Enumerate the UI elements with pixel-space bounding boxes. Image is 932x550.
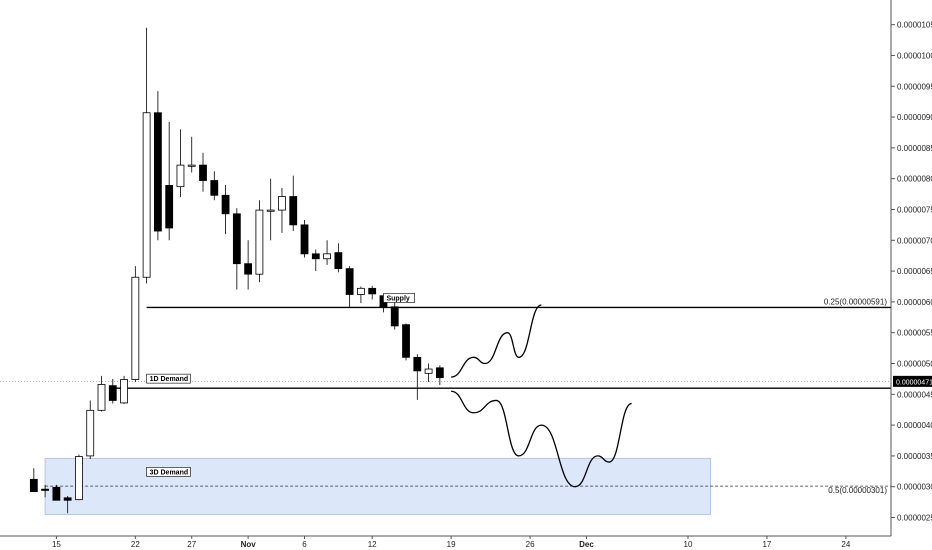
date-tick-label: 12 (368, 540, 377, 549)
candle-body[interactable] (435, 367, 444, 379)
price-tick-label: 0.00000350 (897, 452, 932, 461)
candle-body[interactable] (345, 268, 354, 295)
candle-body[interactable] (255, 209, 264, 275)
price-tick-label: 0.00000850 (897, 144, 932, 153)
candle-body[interactable] (311, 253, 320, 260)
date-tick-label: Nov (241, 540, 257, 549)
candle-body[interactable] (300, 224, 309, 255)
candle-body[interactable] (97, 384, 106, 411)
candle-body[interactable] (41, 488, 50, 491)
price-tick-label: 0.00000700 (897, 236, 932, 245)
candle-body[interactable] (120, 379, 128, 404)
candle-body[interactable] (244, 263, 253, 275)
candle-body[interactable] (75, 456, 83, 501)
candle-body[interactable] (334, 252, 343, 270)
1d-demand-tag-label: 1D Demand (150, 376, 189, 383)
candle-body[interactable] (402, 324, 410, 358)
supply-tag-box (383, 293, 415, 303)
candle-body[interactable] (289, 196, 298, 226)
lower-path[interactable] (451, 390, 632, 488)
price-tick-label: 0.00000750 (897, 205, 932, 214)
candle-body[interactable] (221, 194, 230, 215)
date-tick-label: 10 (684, 540, 693, 549)
candle-body[interactable] (131, 276, 140, 380)
date-tick-label: 27 (187, 540, 196, 549)
price-tick-label: 0.00001000 (897, 51, 932, 60)
price-tick-label: 0.00000300 (897, 483, 932, 492)
candle-body[interactable] (108, 385, 117, 401)
candle-body[interactable] (210, 180, 219, 196)
1d-demand-tag-box (146, 373, 191, 384)
candle-body[interactable] (232, 213, 241, 265)
candle-body[interactable] (29, 478, 38, 493)
candle-body[interactable] (63, 497, 72, 501)
candle-body[interactable] (390, 306, 399, 327)
date-tick-label: 22 (131, 540, 140, 549)
price-tick-label: 0.00001050 (897, 21, 932, 30)
zone-mid-label: 0.5(0.00000301) (828, 486, 887, 495)
price-tick-label: 0.00000950 (897, 82, 932, 91)
price-tick-label: 0.00000550 (897, 329, 932, 338)
candle-body[interactable] (86, 409, 95, 457)
price-tick-label: 0.00000400 (897, 421, 932, 430)
price-tick-label: 0.00000650 (897, 267, 932, 276)
candle-body[interactable] (199, 164, 207, 181)
price-tick-label: 0.00000900 (897, 113, 932, 122)
candle-body[interactable] (266, 209, 275, 212)
current-price-badge (893, 375, 932, 387)
candle-body[interactable] (142, 112, 151, 278)
price-tick-label: 0.00000450 (897, 390, 932, 399)
upper-path[interactable] (451, 304, 542, 378)
current-price-badge-label: 0.00000471 (896, 379, 932, 386)
candle-body[interactable] (165, 185, 174, 229)
date-tick-label: 26 (526, 540, 535, 549)
candle-body[interactable] (278, 196, 286, 211)
candle-body[interactable] (52, 486, 61, 501)
price-tick-label: 0.00000800 (897, 175, 932, 184)
candle-body[interactable] (176, 164, 185, 188)
candle-body[interactable] (323, 253, 331, 260)
date-tick-label: 24 (841, 540, 850, 549)
price-tick-label: 0.00000250 (897, 514, 932, 523)
demand-zone-3d-tag-label: 3D Demand (150, 469, 189, 476)
supply-price-label: 0.25(0.00000591) (824, 297, 888, 306)
candle-body[interactable] (413, 356, 422, 372)
candle-body[interactable] (187, 164, 196, 167)
candle-body[interactable] (357, 287, 365, 295)
candle-body[interactable] (154, 112, 162, 232)
supply-tag-label: Supply (386, 295, 409, 302)
demand-zone-3d-tag-box (146, 467, 191, 477)
date-tick-label: 6 (302, 540, 307, 549)
candle-body[interactable] (368, 287, 377, 295)
candle-body[interactable] (424, 368, 433, 374)
date-tick-label: 19 (447, 540, 456, 549)
date-tick-label: 15 (52, 540, 61, 549)
price-tick-label: 0.00000600 (897, 298, 932, 307)
date-tick-label: Dec (579, 540, 594, 549)
date-tick-label: 17 (762, 540, 771, 549)
price-tick-label: 0.00000500 (897, 359, 932, 368)
